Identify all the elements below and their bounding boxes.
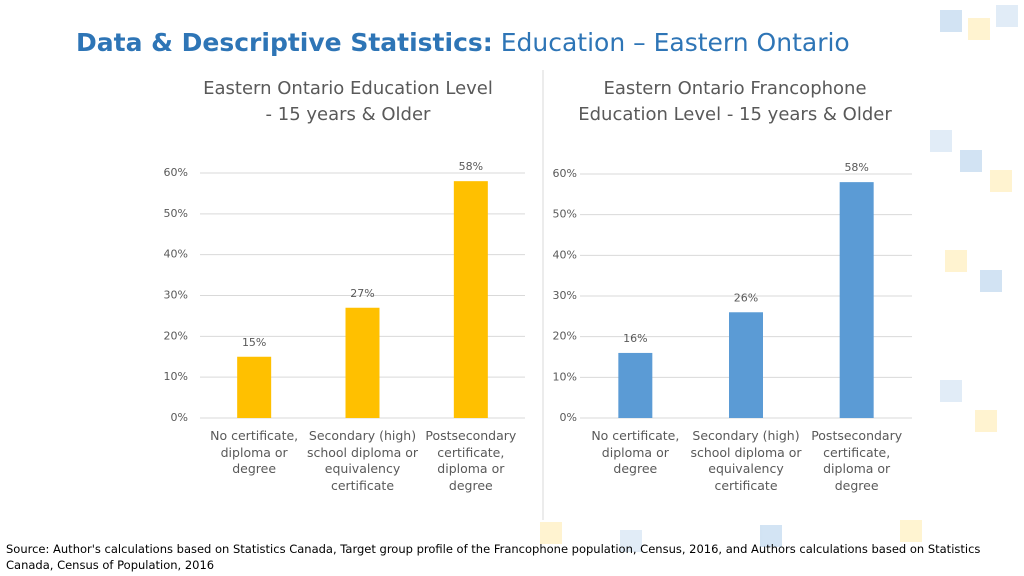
y-tick-label: 10% <box>164 370 188 383</box>
decoration <box>540 5 1018 552</box>
tile <box>980 270 1002 292</box>
y-tick-label: 50% <box>553 208 577 221</box>
data-label: 27% <box>350 287 374 300</box>
data-label: 58% <box>459 160 483 173</box>
tile <box>996 5 1018 27</box>
y-tick-label: 0% <box>171 411 188 424</box>
tile <box>930 130 952 152</box>
y-tick-label: 60% <box>553 167 577 180</box>
y-tick-label: 50% <box>164 207 188 220</box>
bar <box>729 312 763 418</box>
data-label: 16% <box>623 332 647 345</box>
data-label: 15% <box>242 336 266 349</box>
x-tick-label: Postsecondary certificate, diploma or de… <box>811 428 903 493</box>
data-label: 26% <box>734 291 758 304</box>
bar <box>453 181 488 418</box>
y-tick-label: 30% <box>553 289 577 302</box>
data-label: 58% <box>844 161 868 174</box>
slide-title: Data & Descriptive Statistics: Education… <box>76 28 850 57</box>
tile <box>620 530 642 552</box>
bar <box>618 352 653 418</box>
tile <box>900 520 922 542</box>
tile <box>945 250 967 272</box>
x-tick-label: Secondary (high) school diploma or equiv… <box>690 428 802 493</box>
y-tick-label: 10% <box>553 370 577 383</box>
bar <box>237 356 272 418</box>
title-bold: Data & Descriptive Statistics: <box>76 28 493 57</box>
title-rest: Education – Eastern Ontario <box>500 28 850 57</box>
y-tick-label: 40% <box>164 248 188 261</box>
tile <box>940 10 962 32</box>
tile <box>975 410 997 432</box>
y-tick-label: 60% <box>164 166 188 179</box>
bar <box>345 307 380 418</box>
chart-title: Eastern Ontario Education Level - 15 yea… <box>203 78 493 125</box>
y-tick-label: 20% <box>553 330 577 343</box>
tile <box>540 522 562 544</box>
y-tick-label: 20% <box>164 329 188 342</box>
tile <box>960 150 982 172</box>
x-tick-label: No certificate, diploma or degree <box>210 428 299 476</box>
x-tick-label: Secondary (high) school diploma or equiv… <box>306 428 419 493</box>
bar <box>839 182 874 418</box>
x-tick-label: No certificate, diploma or degree <box>591 428 680 476</box>
tile <box>940 380 962 402</box>
source-note: Source: Author's calculations based on S… <box>6 542 981 572</box>
x-tick-label: Postsecondary certificate, diploma or de… <box>425 428 517 493</box>
tile <box>968 18 990 40</box>
chart-title: Eastern Ontario Francophone Education Le… <box>578 78 892 125</box>
y-tick-label: 30% <box>164 289 188 302</box>
tile <box>760 525 782 547</box>
y-tick-label: 0% <box>560 411 577 424</box>
tile <box>990 170 1012 192</box>
y-tick-label: 40% <box>553 248 577 261</box>
